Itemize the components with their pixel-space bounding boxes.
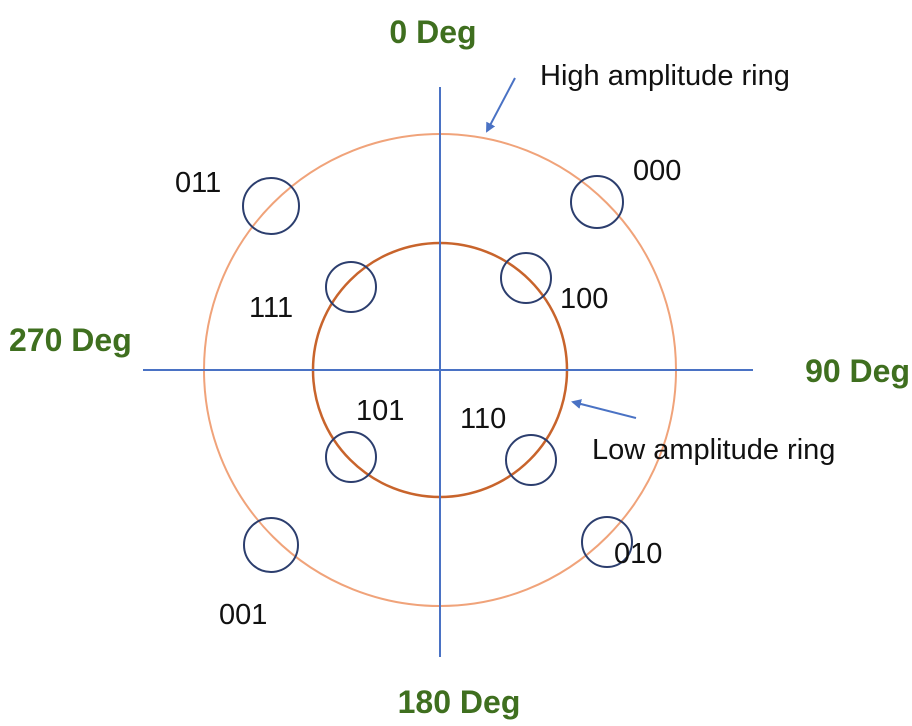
point-011	[242, 177, 300, 235]
point-010	[581, 516, 633, 568]
label-90-deg: 90 Deg	[805, 353, 910, 389]
code-111: 111	[249, 292, 293, 324]
low-ring-arrow	[571, 399, 637, 419]
point-101	[325, 431, 377, 483]
low-ring-label: Low amplitude ring	[592, 434, 835, 466]
label-0-deg: 0 Deg	[389, 14, 476, 50]
high-ring-arrow	[486, 77, 516, 133]
point-110	[505, 434, 557, 486]
code-101: 101	[356, 395, 404, 427]
label-180-deg: 180 Deg	[398, 684, 521, 720]
code-010: 010	[614, 538, 662, 570]
point-100	[500, 252, 552, 304]
point-001	[243, 517, 299, 573]
code-001: 001	[219, 599, 267, 631]
point-111	[325, 261, 377, 313]
code-011: 011	[175, 167, 221, 199]
code-110: 110	[460, 403, 506, 435]
code-000: 000	[633, 155, 681, 187]
point-000	[570, 175, 624, 229]
code-100: 100	[560, 283, 608, 315]
high-ring-label: High amplitude ring	[540, 60, 790, 92]
label-270-deg: 270 Deg	[9, 322, 132, 358]
